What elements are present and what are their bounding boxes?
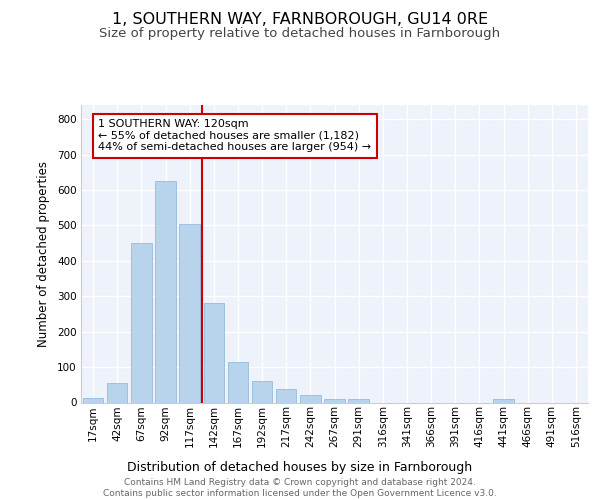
Text: Distribution of detached houses by size in Farnborough: Distribution of detached houses by size … — [127, 461, 473, 474]
Bar — [276, 390, 296, 402]
Bar — [155, 181, 176, 402]
Bar — [227, 362, 248, 403]
Bar — [203, 304, 224, 402]
Bar — [179, 224, 200, 402]
Bar — [349, 399, 369, 402]
Text: 1, SOUTHERN WAY, FARNBOROUGH, GU14 0RE: 1, SOUTHERN WAY, FARNBOROUGH, GU14 0RE — [112, 12, 488, 28]
Bar — [131, 243, 152, 402]
Bar — [493, 399, 514, 402]
Bar — [107, 383, 127, 402]
Bar — [252, 380, 272, 402]
Bar — [324, 399, 345, 402]
Bar — [83, 398, 103, 402]
Bar — [300, 394, 320, 402]
Text: 1 SOUTHERN WAY: 120sqm
← 55% of detached houses are smaller (1,182)
44% of semi-: 1 SOUTHERN WAY: 120sqm ← 55% of detached… — [98, 119, 371, 152]
Text: Contains HM Land Registry data © Crown copyright and database right 2024.
Contai: Contains HM Land Registry data © Crown c… — [103, 478, 497, 498]
Y-axis label: Number of detached properties: Number of detached properties — [37, 161, 50, 347]
Text: Size of property relative to detached houses in Farnborough: Size of property relative to detached ho… — [100, 28, 500, 40]
